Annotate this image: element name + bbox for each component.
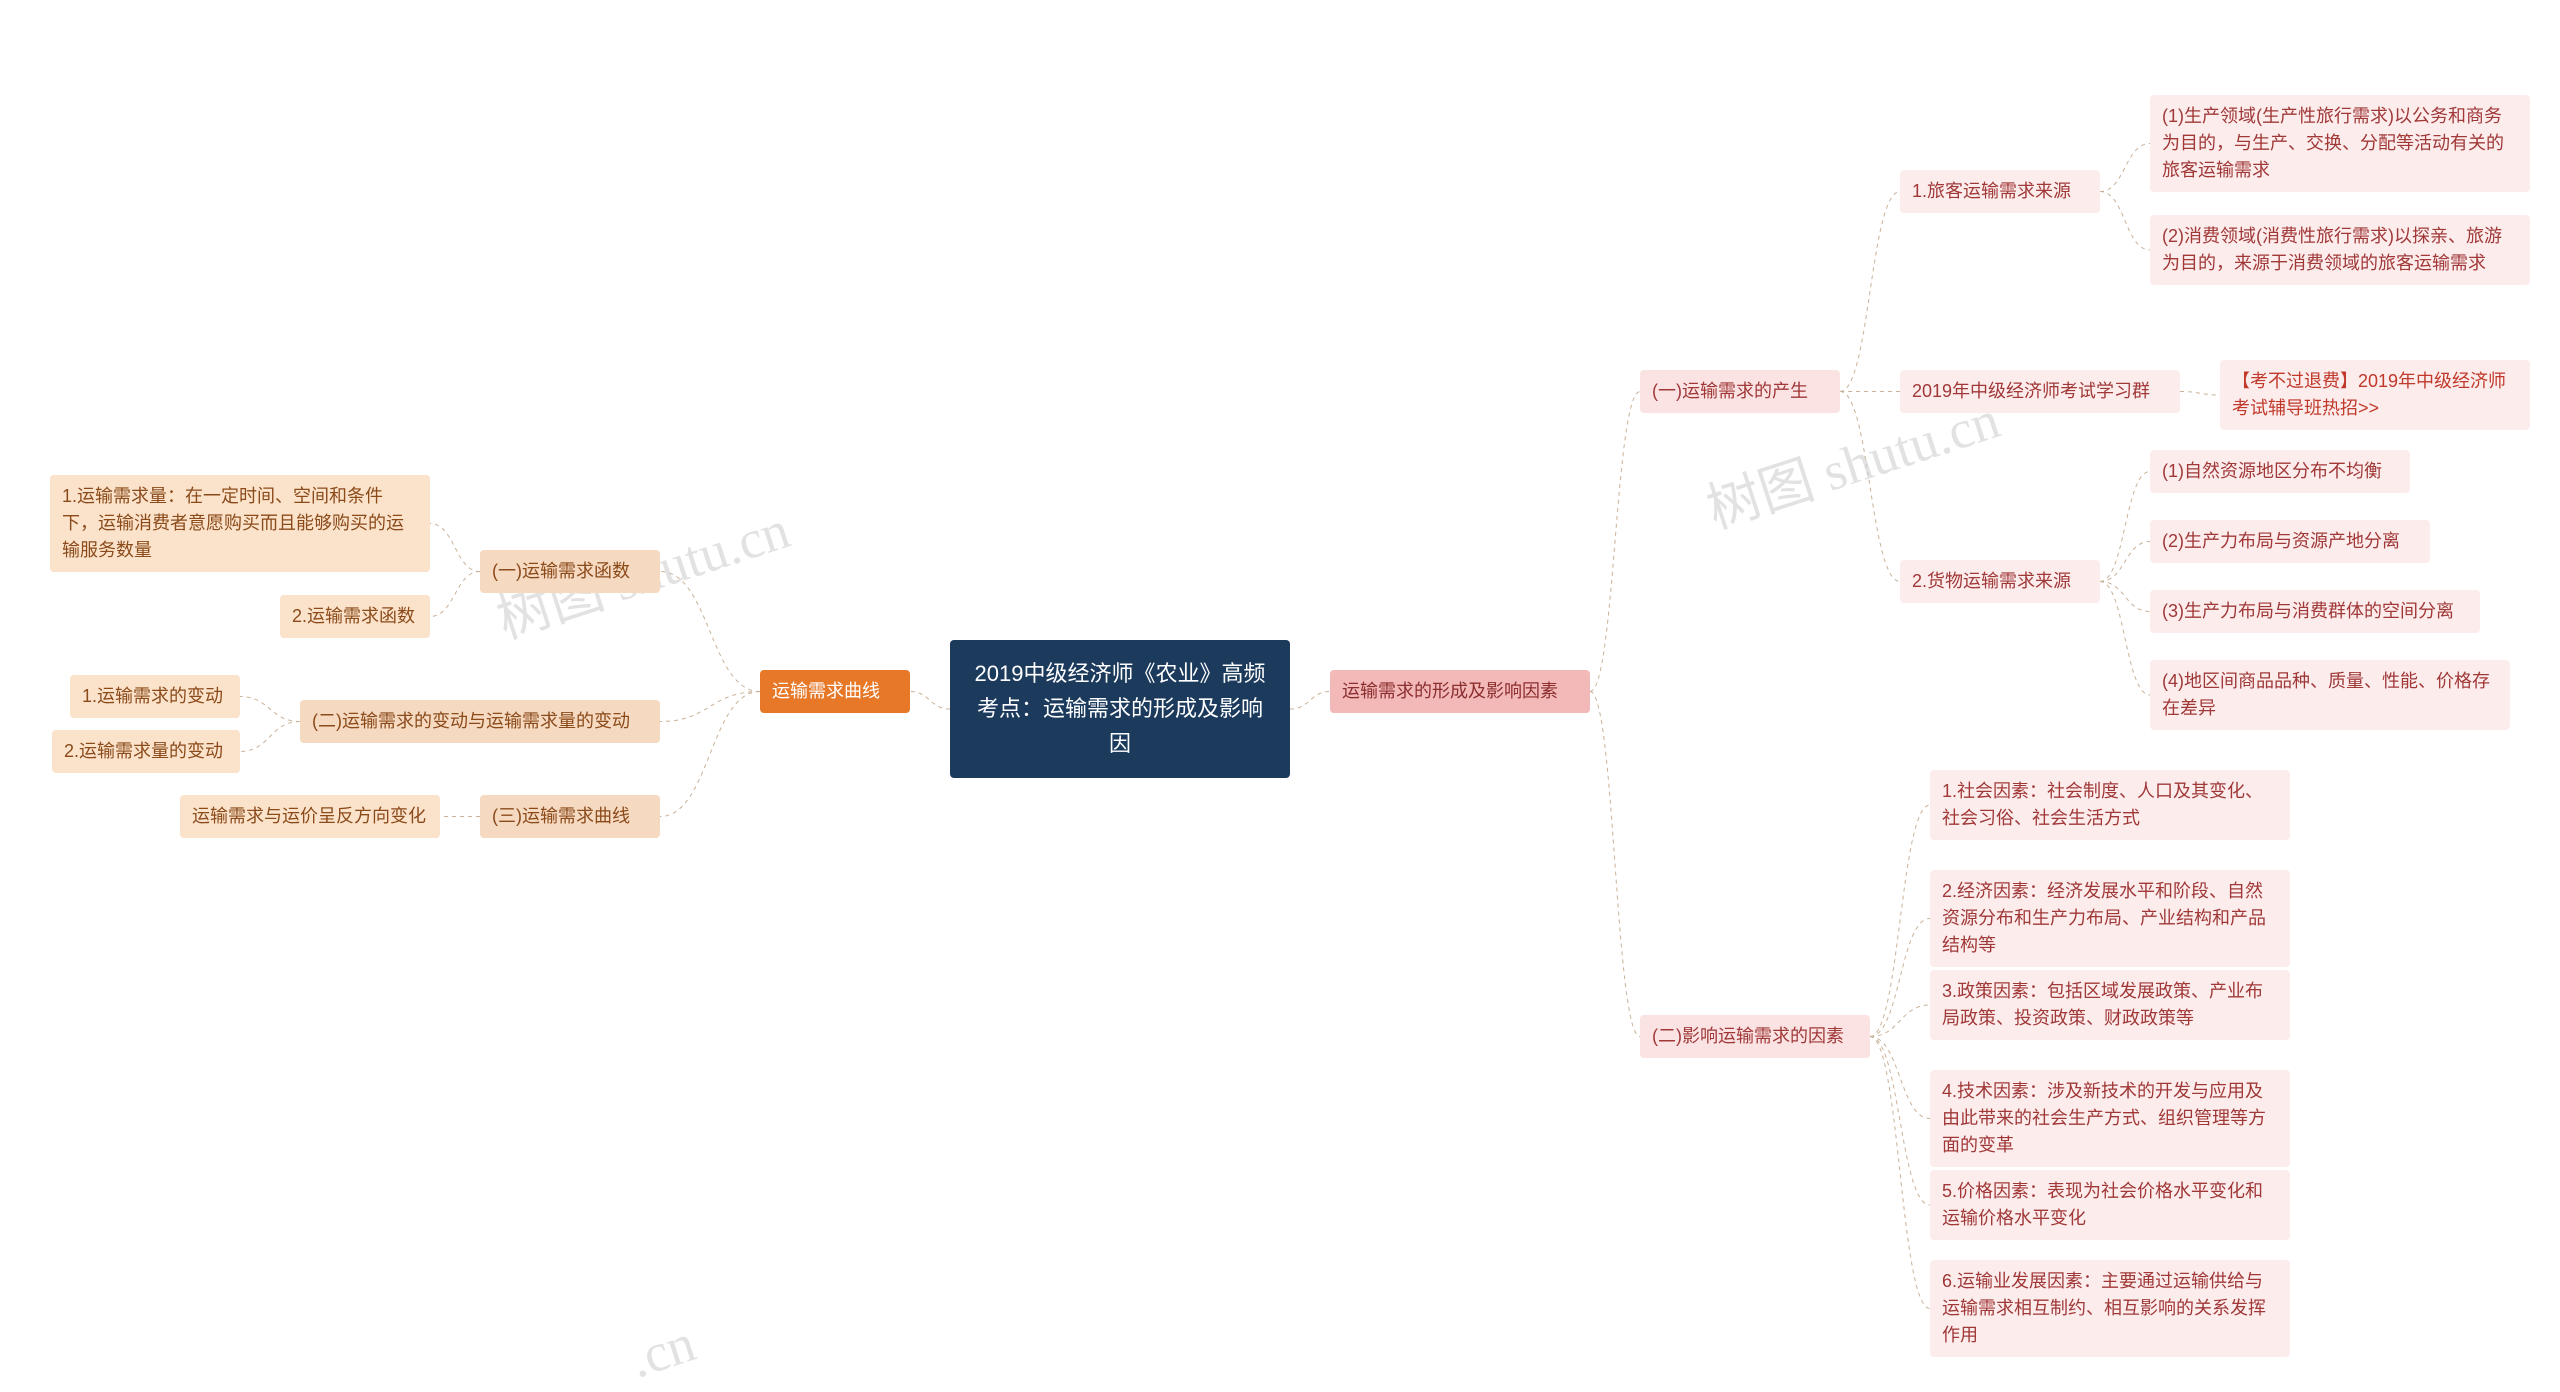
- leaf-layout-resource[interactable]: (2)生产力布局与资源产地分离: [2150, 520, 2430, 563]
- leaf-demand-quantity[interactable]: 1.运输需求量：在一定时间、空间和条件下，运输消费者意愿购买而且能够购买的运输服…: [50, 475, 430, 572]
- leaf-factor-economic[interactable]: 2.经济因素：经济发展水平和阶段、自然资源分布和生产力布局、产业结构和产品结构等: [1930, 870, 2290, 967]
- leaf-demand-change-1[interactable]: 1.运输需求的变动: [70, 675, 240, 718]
- leaf-factor-social[interactable]: 1.社会因素：社会制度、人口及其变化、社会习俗、社会生活方式: [1930, 770, 2290, 840]
- branch-demand-curve[interactable]: 运输需求曲线: [760, 670, 910, 713]
- leaf-factor-industry[interactable]: 6.运输业发展因素：主要通过运输供给与运输需求相互制约、相互影响的关系发挥作用: [1930, 1260, 2290, 1357]
- node-affecting-factors[interactable]: (二)影响运输需求的因素: [1640, 1015, 1870, 1058]
- leaf-refund-promo[interactable]: 【考不过退费】2019年中级经济师考试辅导班热招>>: [2220, 360, 2530, 430]
- branch-formation-factors[interactable]: 运输需求的形成及影响因素: [1330, 670, 1590, 713]
- watermark: .cn: [622, 1312, 702, 1391]
- leaf-demand-function-2[interactable]: 2.运输需求函数: [280, 595, 430, 638]
- leaf-factor-tech[interactable]: 4.技术因素：涉及新技术的开发与应用及由此带来的社会生产方式、组织管理等方面的变…: [1930, 1070, 2290, 1167]
- node-demand-generation[interactable]: (一)运输需求的产生: [1640, 370, 1840, 413]
- leaf-resource-uneven[interactable]: (1)自然资源地区分布不均衡: [2150, 450, 2410, 493]
- leaf-layout-consumer[interactable]: (3)生产力布局与消费群体的空间分离: [2150, 590, 2480, 633]
- leaf-regional-diff[interactable]: (4)地区间商品品种、质量、性能、价格存在差异: [2150, 660, 2510, 730]
- leaf-consumption-field[interactable]: (2)消费领域(消费性旅行需求)以探亲、旅游为目的，来源于消费领域的旅客运输需求: [2150, 215, 2530, 285]
- leaf-demand-change-2[interactable]: 2.运输需求量的变动: [52, 730, 240, 773]
- mindmap-root[interactable]: 2019中级经济师《农业》高频考点：运输需求的形成及影响因: [950, 640, 1290, 778]
- leaf-inverse-price[interactable]: 运输需求与运价呈反方向变化: [180, 795, 440, 838]
- leaf-factor-price[interactable]: 5.价格因素：表现为社会价格水平变化和运输价格水平变化: [1930, 1170, 2290, 1240]
- leaf-production-field[interactable]: (1)生产领域(生产性旅行需求)以公务和商务为目的，与生产、交换、分配等活动有关…: [2150, 95, 2530, 192]
- node-freight-source[interactable]: 2.货物运输需求来源: [1900, 560, 2100, 603]
- node-demand-function[interactable]: (一)运输需求函数: [480, 550, 660, 593]
- leaf-factor-policy[interactable]: 3.政策因素：包括区域发展政策、产业布局政策、投资政策、财政政策等: [1930, 970, 2290, 1040]
- node-demand-curve-3[interactable]: (三)运输需求曲线: [480, 795, 660, 838]
- node-passenger-source[interactable]: 1.旅客运输需求来源: [1900, 170, 2100, 213]
- node-study-group[interactable]: 2019年中级经济师考试学习群: [1900, 370, 2180, 413]
- node-demand-change[interactable]: (二)运输需求的变动与运输需求量的变动: [300, 700, 660, 743]
